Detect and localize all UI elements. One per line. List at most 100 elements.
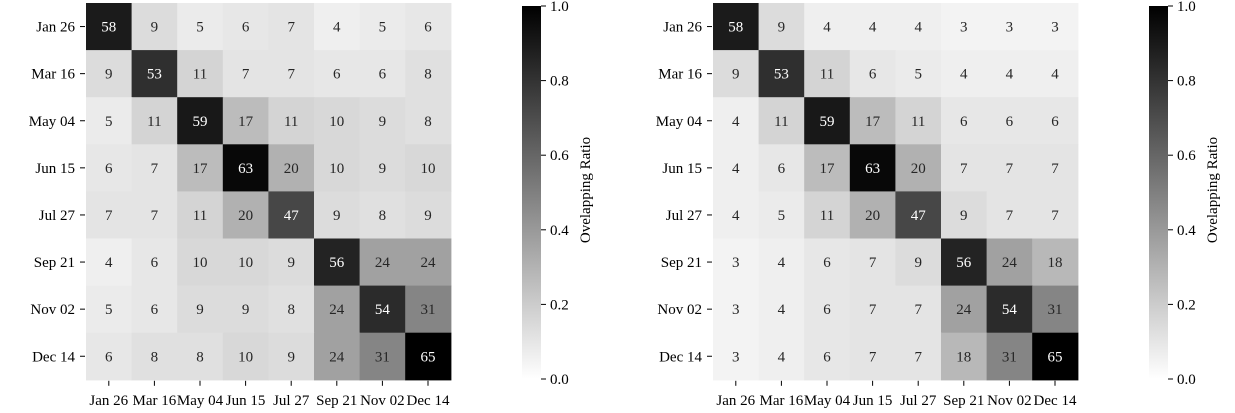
y-tick-label: Mar 16	[658, 67, 702, 83]
heatmap-cell	[268, 144, 315, 192]
cell-value-label: 58	[101, 20, 116, 36]
cell-value-label: 18	[1048, 255, 1063, 271]
cell-value-label: 10	[329, 114, 344, 130]
heatmap-cell	[804, 50, 851, 98]
heatmap-cell	[177, 285, 224, 334]
x-tick-label: Jan 26	[716, 393, 755, 409]
heatmap-cell	[849, 238, 896, 287]
y-tick-label: Dec 14	[32, 349, 75, 365]
cell-value-label: 5	[196, 20, 204, 36]
heatmap-cell	[177, 144, 224, 192]
cell-value-label: 7	[1006, 208, 1014, 224]
cell-value-label: 7	[287, 20, 295, 36]
x-tick-label: Mar 16	[133, 393, 177, 409]
cell-value-label: 20	[865, 208, 880, 224]
cell-value-label: 17	[193, 161, 209, 177]
heatmap-cell	[758, 238, 805, 287]
x-tick-label: Jun 15	[226, 393, 266, 409]
heatmap-cell	[405, 50, 452, 98]
cell-value-label: 7	[1051, 208, 1059, 224]
heatmap-cell	[131, 3, 178, 51]
y-tick-label: Nov 02	[657, 302, 702, 318]
cell-value-label: 6	[823, 255, 831, 271]
x-tick-label: Jul 27	[273, 393, 310, 409]
cell-value-label: 4	[778, 302, 786, 318]
heatmap-cell	[941, 3, 988, 51]
heatmap-cell	[268, 191, 315, 240]
cell-value-label: 10	[421, 161, 436, 177]
heatmap-cell	[405, 191, 452, 240]
heatmap-cell	[941, 97, 988, 145]
cell-value-label: 47	[911, 208, 927, 224]
cell-value-label: 7	[151, 208, 159, 224]
cell-value-label: 4	[732, 208, 740, 224]
x-tick-label: Sep 21	[943, 393, 984, 409]
heatmap-cell	[986, 97, 1033, 145]
heatmap-cell	[849, 3, 896, 51]
cell-value-label: 6	[105, 161, 113, 177]
heatmap-cell	[131, 50, 178, 98]
heatmap-cell	[1032, 97, 1079, 145]
cell-value-label: 53	[147, 67, 162, 83]
cell-value-label: 54	[375, 302, 391, 318]
y-tick-label: Dec 14	[659, 349, 702, 365]
cell-value-label: 3	[732, 302, 740, 318]
colorbar-tick-label: 0.6	[1177, 148, 1196, 164]
cell-value-label: 7	[869, 349, 877, 365]
cell-value-label: 63	[865, 161, 880, 177]
cell-value-label: 6	[379, 67, 387, 83]
colorbar-tick-label: 0.0	[1177, 372, 1196, 388]
heatmap-cell	[268, 50, 315, 98]
cell-value-label: 20	[284, 161, 299, 177]
heatmap-cell	[895, 191, 942, 240]
cell-value-label: 4	[778, 349, 786, 365]
heatmap-cell	[359, 332, 406, 381]
heatmap-cell	[314, 285, 361, 334]
cell-value-label: 6	[823, 302, 831, 318]
heatmap-cell	[314, 144, 361, 192]
heatmap-cell	[895, 238, 942, 287]
heatmap-cell	[222, 285, 269, 334]
cell-value-label: 4	[105, 255, 113, 271]
cell-value-label: 7	[914, 302, 922, 318]
heatmap-cell	[895, 285, 942, 334]
heatmap-cell	[131, 238, 178, 287]
y-tick-label: Sep 21	[34, 255, 75, 271]
cell-value-label: 31	[421, 302, 436, 318]
colorbar-label: Ovelapping Ratio	[578, 137, 594, 243]
cell-value-label: 11	[820, 208, 834, 224]
colorbar-tick-label: 0.8	[550, 74, 569, 90]
heatmap-cell	[177, 238, 224, 287]
cell-value-label: 11	[774, 114, 788, 130]
cell-value-label: 6	[778, 161, 786, 177]
colorbar	[522, 6, 541, 379]
heatmap-cell	[222, 332, 269, 381]
heatmap-cell	[222, 191, 269, 240]
heatmap-cell	[849, 332, 896, 381]
cell-value-label: 4	[732, 161, 740, 177]
heatmap-cell	[804, 144, 851, 192]
cell-value-label: 5	[914, 67, 922, 83]
heatmap-cell	[405, 332, 452, 381]
heatmap-cell	[222, 144, 269, 192]
heatmap-cell	[1032, 191, 1079, 240]
heatmap-cell	[895, 332, 942, 381]
cell-value-label: 6	[333, 67, 341, 83]
heatmap-cell	[131, 97, 178, 145]
heatmap-cell	[405, 285, 452, 334]
cell-value-label: 8	[424, 67, 432, 83]
heatmap-cell	[713, 50, 760, 98]
cell-value-label: 4	[333, 20, 341, 36]
cell-value-label: 9	[287, 255, 295, 271]
cell-value-label: 24	[956, 302, 972, 318]
heatmap-cell	[804, 285, 851, 334]
cell-value-label: 17	[238, 114, 254, 130]
y-tick-label: Jun 15	[35, 161, 75, 177]
cell-value-label: 11	[284, 114, 298, 130]
x-tick-label: Nov 02	[360, 393, 405, 409]
heatmap-cell	[405, 238, 452, 287]
x-tick-label: Jan 26	[89, 393, 128, 409]
cell-value-label: 6	[1051, 114, 1059, 130]
cell-value-label: 4	[1051, 67, 1059, 83]
